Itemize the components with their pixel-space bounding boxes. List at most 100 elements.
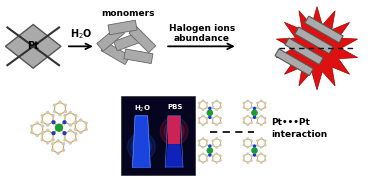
Circle shape — [209, 154, 211, 156]
Circle shape — [52, 132, 55, 134]
Text: H$_2$O: H$_2$O — [135, 104, 151, 114]
Circle shape — [260, 124, 262, 125]
Circle shape — [265, 102, 266, 104]
Circle shape — [216, 115, 217, 117]
Circle shape — [63, 121, 66, 124]
Circle shape — [198, 155, 200, 157]
Circle shape — [198, 140, 200, 141]
Circle shape — [243, 102, 245, 104]
Circle shape — [216, 162, 217, 163]
Circle shape — [198, 117, 200, 119]
Circle shape — [202, 153, 204, 154]
Circle shape — [216, 100, 217, 102]
Text: Halogen ions
abundance: Halogen ions abundance — [169, 24, 235, 43]
Circle shape — [212, 144, 214, 146]
Circle shape — [70, 129, 71, 131]
FancyBboxPatch shape — [114, 32, 143, 51]
Circle shape — [209, 107, 211, 109]
Circle shape — [64, 104, 67, 106]
Circle shape — [80, 119, 82, 121]
Circle shape — [206, 155, 208, 157]
Polygon shape — [165, 144, 183, 167]
Circle shape — [41, 115, 43, 117]
Circle shape — [252, 110, 257, 115]
FancyBboxPatch shape — [121, 96, 195, 175]
Circle shape — [127, 133, 155, 161]
Circle shape — [216, 147, 217, 148]
Circle shape — [251, 122, 252, 123]
Circle shape — [251, 144, 252, 146]
Circle shape — [202, 147, 204, 148]
FancyBboxPatch shape — [108, 20, 137, 35]
Circle shape — [206, 117, 208, 119]
Circle shape — [202, 100, 204, 102]
Circle shape — [220, 140, 221, 141]
Circle shape — [54, 104, 56, 106]
Circle shape — [57, 140, 59, 142]
Circle shape — [46, 124, 49, 126]
Circle shape — [52, 115, 54, 117]
Circle shape — [254, 154, 256, 156]
Circle shape — [220, 117, 221, 119]
Circle shape — [207, 110, 212, 115]
Circle shape — [220, 155, 221, 157]
Circle shape — [62, 149, 65, 151]
Circle shape — [212, 107, 214, 108]
Circle shape — [70, 111, 71, 113]
Text: monomers: monomers — [102, 9, 155, 18]
Circle shape — [41, 121, 43, 123]
Circle shape — [52, 143, 54, 145]
Circle shape — [46, 129, 49, 131]
Circle shape — [247, 100, 248, 102]
Circle shape — [75, 121, 77, 123]
Circle shape — [260, 153, 262, 154]
FancyBboxPatch shape — [97, 26, 124, 51]
Circle shape — [220, 122, 221, 123]
Circle shape — [216, 124, 217, 125]
Circle shape — [220, 102, 221, 104]
Circle shape — [212, 140, 214, 141]
Circle shape — [257, 160, 258, 161]
Circle shape — [209, 145, 211, 147]
Circle shape — [206, 122, 208, 123]
Circle shape — [212, 117, 214, 119]
Polygon shape — [5, 24, 61, 68]
Circle shape — [257, 122, 258, 123]
Circle shape — [212, 102, 214, 104]
Circle shape — [46, 111, 49, 113]
FancyBboxPatch shape — [101, 42, 130, 65]
Circle shape — [202, 124, 204, 125]
Circle shape — [41, 132, 43, 134]
Circle shape — [212, 122, 214, 123]
Circle shape — [74, 128, 76, 130]
Circle shape — [70, 124, 71, 126]
Circle shape — [265, 107, 266, 108]
Circle shape — [265, 117, 266, 119]
Circle shape — [41, 139, 43, 141]
Circle shape — [198, 102, 200, 104]
FancyBboxPatch shape — [285, 38, 323, 65]
Circle shape — [31, 125, 33, 127]
Circle shape — [198, 160, 200, 161]
Circle shape — [260, 138, 262, 139]
Circle shape — [260, 162, 262, 163]
Circle shape — [75, 132, 77, 134]
Circle shape — [216, 153, 217, 154]
Circle shape — [254, 116, 256, 118]
Circle shape — [257, 140, 258, 141]
Circle shape — [247, 162, 248, 163]
Circle shape — [265, 122, 266, 123]
Circle shape — [52, 132, 54, 134]
Circle shape — [36, 122, 38, 124]
Circle shape — [75, 115, 77, 117]
Circle shape — [46, 142, 49, 144]
Circle shape — [254, 107, 256, 109]
Polygon shape — [132, 116, 150, 167]
Circle shape — [132, 137, 151, 157]
Circle shape — [62, 143, 65, 145]
Text: PBS: PBS — [167, 104, 183, 110]
Circle shape — [52, 121, 54, 123]
Circle shape — [216, 109, 217, 110]
Circle shape — [206, 140, 208, 141]
Text: H$_2$O: H$_2$O — [70, 28, 92, 41]
